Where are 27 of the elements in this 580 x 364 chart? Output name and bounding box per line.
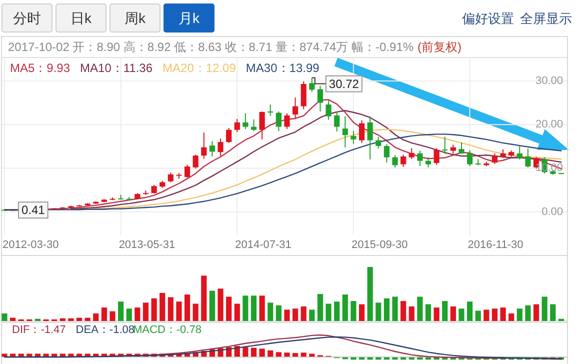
- y-tick-label: 20.00: [535, 118, 563, 131]
- y-tick-label: 0.00: [542, 206, 563, 218]
- text: 偏好设置: [462, 11, 514, 26]
- text: 月k: [178, 10, 200, 26]
- text: MA5：9.93: [10, 61, 70, 75]
- text: 周k: [124, 10, 146, 26]
- text: 2014-07-31: [235, 239, 292, 251]
- text: MA10：11.36: [80, 61, 153, 75]
- series-label: DIF：-1.47: [12, 324, 66, 336]
- series-label: DEA：-1.08: [76, 324, 134, 336]
- annotation: 30.72: [328, 76, 360, 91]
- y-tick-label: 30.00: [535, 74, 563, 87]
- annotation: 30.72: [311, 75, 362, 92]
- text: 2012-03-30: [2, 239, 59, 251]
- text: 全屏显示: [520, 11, 572, 26]
- text: 2016-11-30: [468, 239, 524, 251]
- text: 2013-05-31: [118, 239, 176, 251]
- series-label: MACD：-0.78: [133, 324, 202, 336]
- text: 2015-09-30: [351, 239, 408, 251]
- text: (前复权): [418, 40, 462, 54]
- text: MA30：13.99: [246, 61, 320, 75]
- annotation: 0.41: [21, 203, 46, 218]
- text: 日k: [70, 10, 92, 26]
- text: 2017-10-02 开：8.90 高：8.92 低：8.63 收：8.71 量：874.74万 幅：-0.91%: [8, 40, 414, 54]
- text: 分时: [13, 10, 41, 26]
- annotation: 0.41: [4, 202, 48, 219]
- text: MA20：12.09: [162, 61, 236, 75]
